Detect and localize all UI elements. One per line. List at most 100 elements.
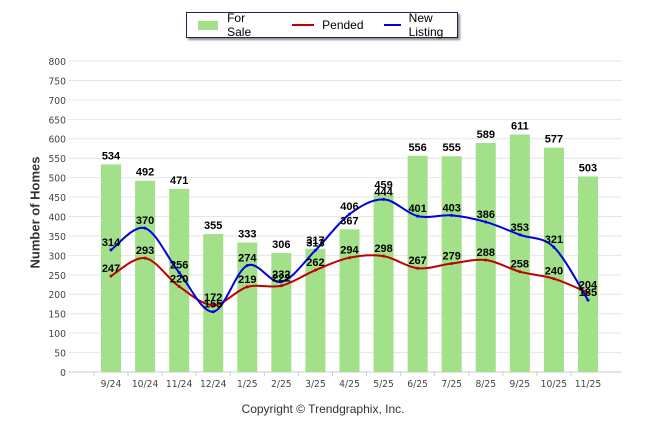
data-label-pended: 262 xyxy=(306,257,324,269)
data-label-for-sale: 471 xyxy=(170,175,188,187)
data-label-for-sale: 355 xyxy=(204,220,222,232)
legend-swatch-new-listing xyxy=(383,24,401,26)
data-label-for-sale: 367 xyxy=(340,215,358,227)
data-label-new-listing: 155 xyxy=(204,299,222,311)
point-pended xyxy=(143,256,147,260)
data-label-new-listing: 370 xyxy=(136,215,154,227)
point-pended xyxy=(245,285,249,289)
x-tick-label: 6/25 xyxy=(407,379,428,390)
bar-for-sale xyxy=(543,147,564,372)
y-tick-label: 0 xyxy=(60,368,66,379)
data-label-for-sale: 589 xyxy=(477,129,495,141)
legend-item-new-listing: New Listing xyxy=(383,11,457,39)
data-label-pended: 172 xyxy=(204,292,222,304)
y-tick-label: 550 xyxy=(48,154,66,165)
data-label-new-listing: 185 xyxy=(579,287,597,299)
data-labels: 534 492 471 355 333 306 317 367 459 556 555 589 611 5… xyxy=(102,120,598,310)
x-tick-label: 9/25 xyxy=(510,379,531,390)
bar-for-sale xyxy=(101,164,121,372)
x-tick-label: 1/25 xyxy=(237,379,258,390)
point-pended xyxy=(211,303,215,307)
point-new-listing xyxy=(177,270,181,274)
data-label-for-sale: 534 xyxy=(102,150,121,162)
bar-for-sale xyxy=(407,155,428,372)
data-label-new-listing: 406 xyxy=(340,201,358,213)
data-label-pended: 293 xyxy=(136,245,154,257)
point-new-listing xyxy=(109,248,113,252)
x-tick-label: 10/25 xyxy=(541,379,567,390)
data-label-pended: 267 xyxy=(408,255,426,267)
x-tick-label: 5/25 xyxy=(373,379,394,390)
x-tick-label: 8/25 xyxy=(475,379,496,390)
legend-label-for-sale: For Sale xyxy=(227,11,252,39)
point-new-listing xyxy=(347,212,351,216)
data-label-pended: 240 xyxy=(545,266,563,278)
x-tick-label: 11/25 xyxy=(575,379,601,390)
data-label-new-listing: 314 xyxy=(102,237,121,249)
y-tick-label: 400 xyxy=(48,212,66,223)
legend-swatch-for-sale xyxy=(198,20,219,30)
data-label-for-sale: 306 xyxy=(272,239,290,251)
legend-item-pended: Pended xyxy=(292,18,364,32)
bar-for-sale xyxy=(237,242,258,372)
data-label-pended: 222 xyxy=(272,273,290,285)
point-pended xyxy=(416,266,420,270)
point-new-listing xyxy=(279,280,283,284)
point-new-listing xyxy=(552,245,556,249)
bar-for-sale xyxy=(305,248,326,372)
x-tick-label: 3/25 xyxy=(305,379,326,390)
data-label-new-listing: 232 xyxy=(272,269,290,281)
data-label-new-listing: 321 xyxy=(545,234,563,246)
data-label-pended: 220 xyxy=(170,273,188,285)
x-tick-label: 2/25 xyxy=(271,379,292,390)
data-label-for-sale: 555 xyxy=(443,142,461,154)
data-label-new-listing: 256 xyxy=(170,259,188,271)
bars-for-sale xyxy=(101,134,598,372)
data-label-pended: 279 xyxy=(443,251,461,263)
y-tick-label: 450 xyxy=(48,193,66,204)
data-label-new-listing: 401 xyxy=(408,203,426,215)
data-label-pended: 219 xyxy=(238,274,256,286)
point-pended xyxy=(484,258,488,262)
point-pended xyxy=(109,274,113,278)
legend-swatch-pended xyxy=(292,24,315,26)
point-new-listing xyxy=(586,298,590,302)
legend-label-pended: Pended xyxy=(322,18,364,32)
point-pended xyxy=(450,262,454,266)
y-tick-label: 800 xyxy=(48,57,66,68)
y-tick-label: 650 xyxy=(48,115,66,126)
y-tick-label: 500 xyxy=(48,173,66,184)
x-axis-ticks: 9/24 10/24 11/24 12/24 1/25 2/25 3/25 4/25 5/25 6… xyxy=(93,372,601,390)
point-pended xyxy=(586,291,590,295)
y-tick-label: 150 xyxy=(48,309,66,320)
data-label-new-listing: 386 xyxy=(477,209,495,221)
point-new-listing xyxy=(143,226,147,230)
point-pended xyxy=(518,270,522,274)
data-label-new-listing: 444 xyxy=(374,186,393,198)
y-tick-label: 350 xyxy=(48,232,66,243)
x-tick-label: 7/25 xyxy=(441,379,462,390)
point-new-listing xyxy=(518,233,522,237)
data-label-pended: 258 xyxy=(511,259,529,271)
point-new-listing xyxy=(416,214,420,218)
data-label-for-sale: 492 xyxy=(136,167,154,179)
point-pended xyxy=(552,277,556,281)
y-tick-label: 700 xyxy=(48,96,66,107)
point-new-listing xyxy=(245,263,249,267)
x-tick-label: 11/24 xyxy=(166,379,192,390)
data-label-pended: 298 xyxy=(374,243,392,255)
y-axis-label: Number of Homes xyxy=(27,156,43,269)
legend-label-new-listing: New Listing xyxy=(408,11,444,39)
x-tick-label: 12/24 xyxy=(200,379,226,390)
point-pended xyxy=(347,256,351,260)
data-label-for-sale: 611 xyxy=(511,120,529,132)
bar-for-sale xyxy=(577,176,598,372)
data-label-new-listing: 403 xyxy=(443,202,461,214)
y-tick-label: 250 xyxy=(48,270,66,281)
data-label-for-sale: 503 xyxy=(579,162,597,174)
y-tick-label: 300 xyxy=(48,251,66,262)
data-label-for-sale: 459 xyxy=(374,180,392,192)
bar-for-sale xyxy=(339,229,360,372)
bar-for-sale xyxy=(203,233,224,372)
